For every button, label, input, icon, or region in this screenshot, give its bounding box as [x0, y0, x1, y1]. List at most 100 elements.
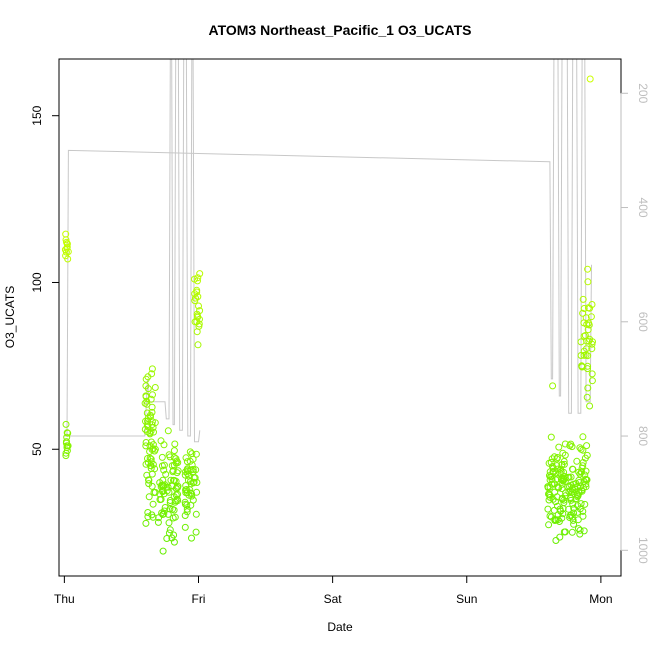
x-tick-label: Thu — [54, 592, 75, 606]
data-point — [556, 533, 564, 541]
data-point — [181, 512, 189, 519]
data-point — [142, 392, 150, 400]
data-point — [579, 433, 587, 441]
data-point — [147, 455, 155, 463]
data-point — [552, 537, 560, 544]
data-point — [570, 509, 578, 517]
data-point — [583, 320, 591, 328]
data-point — [171, 440, 179, 448]
data-point — [151, 445, 159, 453]
data-point — [544, 484, 552, 492]
data-point — [63, 244, 71, 252]
data-point — [142, 375, 150, 383]
data-point — [160, 441, 168, 449]
data-point — [545, 521, 553, 529]
data-point — [189, 455, 197, 463]
data-point — [142, 460, 150, 468]
data-point — [163, 487, 171, 495]
x-axis-label: Date — [327, 620, 353, 634]
data-point — [191, 275, 198, 283]
data-point — [588, 377, 596, 385]
data-point — [159, 487, 166, 494]
data-point — [568, 443, 576, 451]
data-point — [575, 525, 582, 533]
x-tick-label: Fri — [191, 592, 205, 606]
chart-title: ATOM3 Northeast_Pacific_1 O3_UCATS — [209, 22, 472, 38]
data-point — [566, 514, 574, 521]
data-point — [148, 365, 156, 373]
data-point — [583, 393, 591, 401]
data-point — [548, 455, 556, 463]
data-point — [584, 304, 592, 312]
data-point — [577, 338, 585, 346]
data-point — [149, 500, 157, 508]
data-point — [151, 419, 159, 427]
data-point — [182, 482, 190, 490]
data-point — [194, 341, 202, 349]
data-point — [554, 483, 562, 491]
data-point — [562, 489, 570, 497]
plot-frame — [58, 58, 622, 577]
data-point — [148, 403, 156, 411]
data-point — [570, 520, 578, 528]
data-point — [582, 476, 590, 484]
data-point — [586, 402, 594, 410]
data-point — [560, 458, 568, 465]
data-point — [192, 450, 200, 458]
y-right-tick-label: 400 — [636, 198, 650, 218]
data-point — [168, 482, 175, 490]
data-point — [173, 469, 181, 477]
data-point — [187, 478, 194, 485]
data-point — [63, 438, 70, 446]
data-point — [63, 433, 71, 441]
data-point — [161, 504, 169, 511]
data-point — [147, 395, 155, 403]
y-right-tick-label: 800 — [636, 426, 650, 446]
data-point — [545, 490, 553, 498]
data-point — [150, 428, 157, 436]
data-point — [156, 496, 164, 504]
y-axis-right: 200 400 600 800 1000 — [620, 83, 650, 564]
data-point — [166, 526, 174, 534]
data-point — [164, 510, 172, 518]
data-point — [576, 470, 584, 478]
data-point — [169, 505, 176, 513]
data-point — [183, 505, 191, 513]
data-point — [570, 504, 578, 512]
data-point — [546, 512, 554, 520]
data-point — [149, 441, 157, 449]
data-point — [64, 248, 72, 256]
data-point — [151, 384, 159, 391]
y-tick-label: 150 — [30, 105, 44, 125]
data-point — [546, 472, 553, 480]
data-point — [143, 397, 151, 405]
data-point — [196, 270, 204, 278]
data-point — [64, 442, 72, 450]
data-point — [149, 391, 156, 399]
data-point — [581, 454, 589, 462]
data-point — [560, 460, 568, 468]
data-point — [191, 318, 199, 326]
y-axis: 50 100 150 — [30, 105, 60, 456]
data-point — [587, 313, 595, 321]
data-point — [151, 465, 159, 473]
data-point — [162, 470, 170, 478]
data-point — [183, 489, 191, 497]
data-point — [161, 481, 169, 489]
data-point — [574, 508, 582, 516]
data-point — [579, 507, 587, 515]
data-point — [576, 444, 584, 452]
data-point — [583, 345, 590, 353]
data-point — [188, 492, 196, 500]
data-point — [154, 518, 162, 526]
data-point — [182, 468, 189, 476]
data-point — [172, 455, 180, 463]
data-point — [141, 399, 149, 407]
data-point — [62, 236, 70, 244]
data-point — [547, 433, 555, 441]
data-point — [582, 480, 590, 488]
data-point — [183, 486, 190, 493]
data-point — [146, 454, 154, 462]
data-point — [170, 454, 178, 461]
